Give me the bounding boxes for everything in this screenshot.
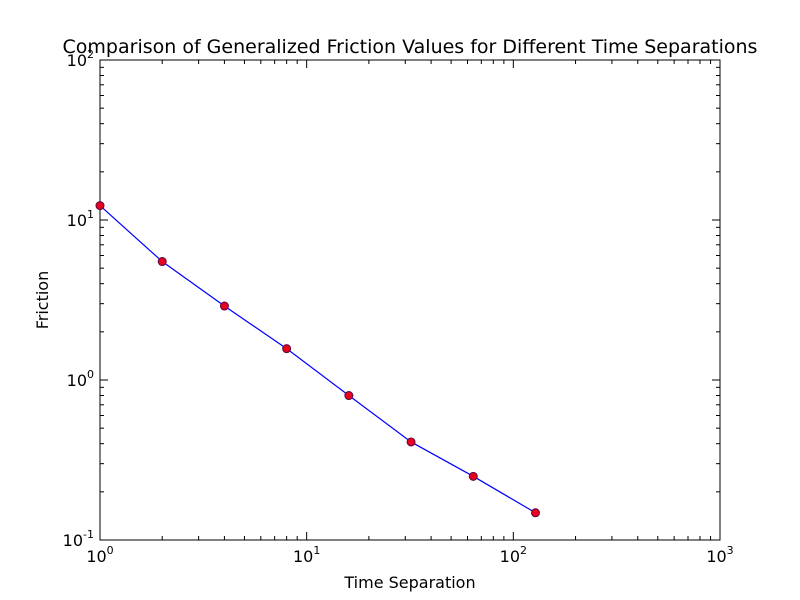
series-line xyxy=(99,205,536,514)
chart-title: Comparison of Generalized Friction Value… xyxy=(63,36,758,58)
x-tick-label: 103 xyxy=(706,544,733,566)
data-point xyxy=(282,344,292,354)
data-point xyxy=(530,508,540,518)
data-point xyxy=(219,301,229,311)
data-point xyxy=(406,437,416,447)
y-tick-label: 101 xyxy=(67,208,94,230)
axis-ticks xyxy=(99,59,721,541)
y-tick-label: 102 xyxy=(67,48,94,70)
x-tick-label: 101 xyxy=(293,544,320,566)
x-axis-label: Time Separation xyxy=(343,573,475,592)
data-point xyxy=(157,257,167,267)
data-point xyxy=(468,471,478,481)
y-axis-label: Friction xyxy=(33,271,52,330)
x-tick-label: 102 xyxy=(500,544,527,566)
y-tick-label: 100 xyxy=(67,368,94,390)
series-group xyxy=(95,201,540,518)
data-point xyxy=(95,201,105,211)
data-point xyxy=(344,391,354,401)
x-tick-label: 100 xyxy=(86,544,113,566)
plot-frame xyxy=(99,59,721,541)
